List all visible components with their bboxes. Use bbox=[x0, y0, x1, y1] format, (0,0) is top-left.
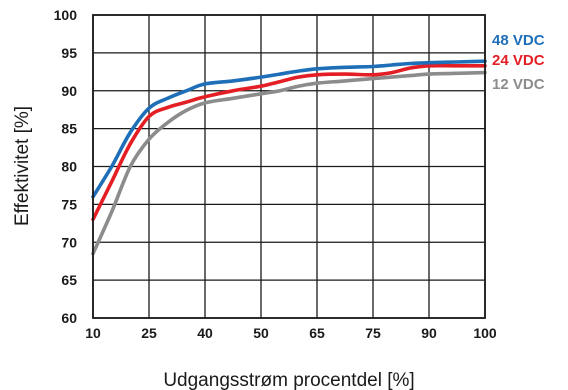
series-line-12-vdc bbox=[91, 70, 487, 256]
x-tick-label: 25 bbox=[141, 325, 157, 341]
y-tick-label: 70 bbox=[61, 234, 77, 250]
x-tick-label: 40 bbox=[197, 325, 213, 341]
y-tick-label: 75 bbox=[61, 196, 77, 212]
grid bbox=[92, 14, 486, 319]
y-tick-label: 60 bbox=[61, 310, 77, 326]
x-tick-label: 90 bbox=[421, 325, 437, 341]
y-tick-label: 80 bbox=[61, 159, 77, 175]
y-tick-labels: 60 65 70 75 80 85 90 95 100 bbox=[54, 7, 78, 326]
x-tick-labels: 10 25 40 50 65 75 90 100 bbox=[85, 325, 497, 341]
y-tick-label: 100 bbox=[54, 7, 78, 23]
y-tick-label: 95 bbox=[61, 45, 77, 61]
x-tick-label: 75 bbox=[365, 325, 381, 341]
legend-label-48-vdc: 48 VDC bbox=[492, 32, 545, 49]
plot-frame bbox=[92, 14, 486, 319]
y-tick-label: 65 bbox=[61, 272, 77, 288]
x-tick-label: 65 bbox=[309, 325, 325, 341]
legend: 48 VDC 24 VDC 12 VDC bbox=[492, 32, 545, 93]
series-line-48-vdc bbox=[91, 59, 487, 199]
plot-border bbox=[92, 14, 486, 319]
series-line-24-vdc bbox=[91, 63, 487, 222]
x-tick-label: 10 bbox=[85, 325, 101, 341]
series-lines bbox=[91, 59, 487, 256]
y-tick-label: 85 bbox=[61, 121, 77, 137]
x-tick-label: 50 bbox=[253, 325, 269, 341]
y-axis-title: Effektivitet [%] bbox=[12, 106, 33, 226]
x-axis-title: Udgangsstrøm procentdel [%] bbox=[163, 370, 414, 390]
y-tick-label: 90 bbox=[61, 83, 77, 99]
legend-label-24-vdc: 24 VDC bbox=[492, 52, 545, 69]
x-tick-label: 100 bbox=[473, 325, 497, 341]
legend-label-12-vdc: 12 VDC bbox=[492, 76, 545, 93]
